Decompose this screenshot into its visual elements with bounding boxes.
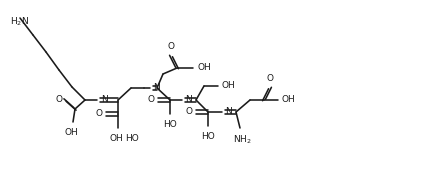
Text: HO: HO — [125, 134, 139, 143]
Text: H$_2$N: H$_2$N — [10, 15, 29, 27]
Text: N: N — [225, 107, 232, 116]
Text: O: O — [167, 42, 175, 51]
Text: O: O — [95, 110, 102, 119]
Text: O: O — [267, 74, 273, 83]
Text: NH$_2$: NH$_2$ — [233, 134, 251, 146]
Text: O: O — [147, 96, 154, 105]
Text: OH: OH — [222, 82, 236, 90]
Text: N: N — [185, 96, 192, 105]
Text: HO: HO — [163, 120, 177, 129]
Text: N: N — [101, 96, 108, 105]
Text: HO: HO — [201, 132, 215, 141]
Text: OH: OH — [282, 96, 296, 105]
Text: OH: OH — [197, 64, 211, 73]
Text: OH: OH — [109, 134, 123, 143]
Text: O: O — [185, 107, 192, 116]
Text: OH: OH — [64, 128, 78, 137]
Text: N: N — [153, 83, 160, 92]
Text: O: O — [55, 96, 62, 105]
